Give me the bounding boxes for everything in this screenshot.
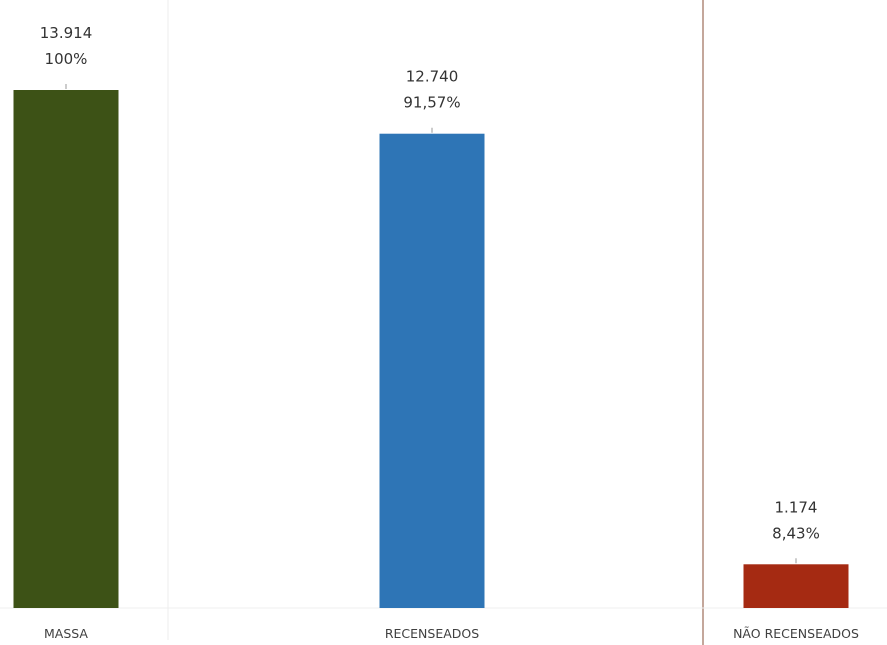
percent-label-1: 91,57% (403, 94, 460, 112)
bar-2 (743, 564, 849, 608)
bars-layer: 13.914 100% MASSA 12.740 91,57% RECENSEADOS 1.… (13, 24, 859, 641)
bar-0 (13, 90, 119, 608)
value-label-0: 13.914 (40, 24, 93, 42)
value-label-1: 12.740 (406, 68, 459, 86)
percent-label-0: 100% (45, 50, 88, 68)
value-label-2: 1.174 (775, 498, 818, 516)
category-label-0: MASSA (44, 626, 88, 641)
percent-label-2: 8,43% (772, 524, 820, 542)
bar-1 (379, 133, 485, 608)
category-label-1: RECENSEADOS (385, 626, 479, 641)
category-label-2: NÃO RECENSEADOS (733, 626, 859, 641)
